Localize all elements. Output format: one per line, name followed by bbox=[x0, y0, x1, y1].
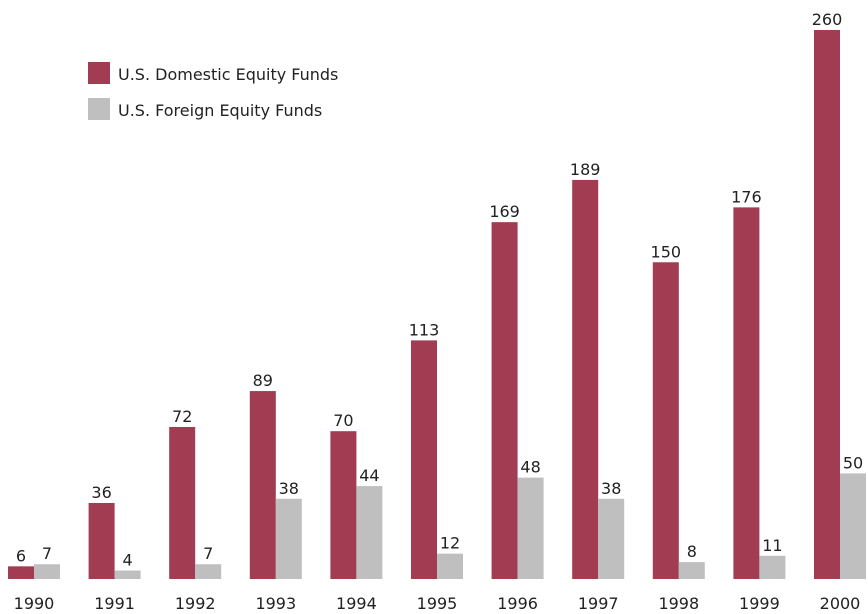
value-label: 7 bbox=[203, 544, 213, 563]
bar bbox=[195, 564, 222, 579]
bar bbox=[840, 473, 866, 579]
x-tick-label: 1993 bbox=[255, 594, 296, 613]
bar bbox=[356, 486, 383, 579]
bar bbox=[8, 566, 34, 579]
x-tick-label: 2000 bbox=[820, 594, 861, 613]
value-label: 150 bbox=[651, 242, 682, 261]
bar bbox=[598, 498, 625, 579]
x-tick-label: 1991 bbox=[94, 594, 135, 613]
bar bbox=[759, 555, 786, 579]
value-label: 44 bbox=[359, 466, 379, 485]
value-label: 12 bbox=[440, 534, 460, 553]
value-label: 72 bbox=[172, 407, 192, 426]
value-label: 70 bbox=[333, 411, 353, 430]
value-label: 6 bbox=[16, 546, 26, 565]
x-tick-label: 1990 bbox=[14, 594, 55, 613]
x-tick-label: 1992 bbox=[175, 594, 216, 613]
bar bbox=[330, 431, 357, 579]
bar bbox=[411, 340, 437, 579]
value-label: 38 bbox=[601, 479, 621, 498]
value-label: 48 bbox=[520, 458, 540, 477]
bar bbox=[88, 502, 115, 579]
bar bbox=[275, 498, 302, 579]
bar bbox=[249, 391, 276, 579]
legend-label: U.S. Foreign Equity Funds bbox=[118, 101, 322, 120]
x-tick-label: 1999 bbox=[739, 594, 780, 613]
bar bbox=[34, 564, 60, 579]
legend-swatch bbox=[88, 62, 110, 84]
value-label: 50 bbox=[843, 453, 863, 472]
bar bbox=[678, 562, 705, 579]
value-label: 169 bbox=[489, 202, 520, 221]
value-label: 7 bbox=[42, 544, 52, 563]
x-tick-label: 1998 bbox=[658, 594, 699, 613]
bar bbox=[517, 477, 544, 579]
x-tick-label: 1997 bbox=[578, 594, 619, 613]
value-label: 4 bbox=[123, 551, 133, 570]
value-label: 89 bbox=[253, 371, 273, 390]
value-label: 8 bbox=[687, 542, 697, 561]
value-label: 113 bbox=[409, 320, 440, 339]
value-label: 11 bbox=[762, 536, 782, 555]
bar bbox=[814, 30, 840, 579]
bar bbox=[652, 262, 679, 579]
value-label: 260 bbox=[812, 10, 843, 29]
x-tick-label: 1996 bbox=[497, 594, 538, 613]
bar bbox=[733, 207, 760, 579]
bar bbox=[169, 426, 196, 579]
bar bbox=[114, 570, 141, 579]
value-label: 36 bbox=[91, 483, 111, 502]
value-label: 189 bbox=[570, 160, 601, 179]
bar bbox=[437, 553, 463, 579]
x-tick-label: 1995 bbox=[417, 594, 458, 613]
legend-swatch bbox=[88, 98, 110, 120]
value-label: 38 bbox=[279, 479, 299, 498]
bar bbox=[572, 179, 599, 579]
value-label: 176 bbox=[731, 187, 762, 206]
legend-label: U.S. Domestic Equity Funds bbox=[118, 65, 338, 84]
bar bbox=[491, 222, 518, 579]
x-tick-label: 1994 bbox=[336, 594, 377, 613]
